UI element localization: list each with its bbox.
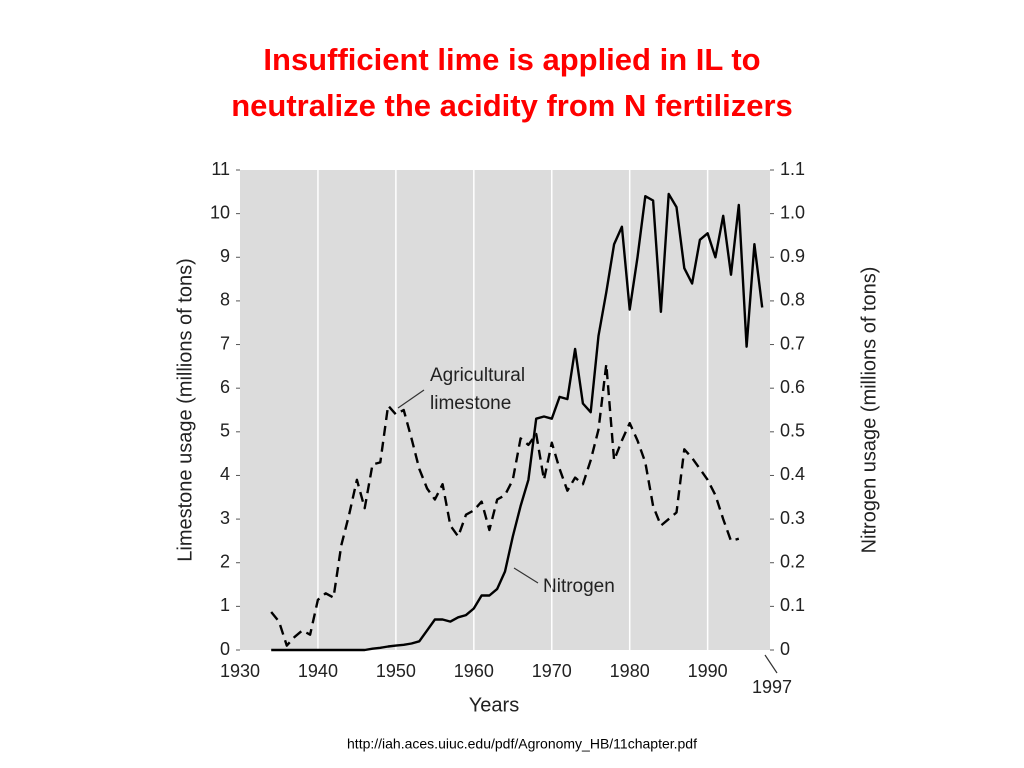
y2-tick-label: 0.4: [780, 464, 805, 484]
x-tick-label: 1960: [454, 661, 494, 681]
y-tick-label: 5: [220, 421, 230, 441]
title-line: neutralize the acidity from N fertilizer…: [231, 88, 793, 123]
y2-tick-label: 0.5: [780, 421, 805, 441]
y-tick-label: 8: [220, 290, 230, 310]
y-tick-label: 7: [220, 333, 230, 353]
y-tick-label: 4: [220, 464, 230, 484]
y-tick-label: 3: [220, 508, 230, 528]
y2-tick-label: 0.8: [780, 290, 805, 310]
y-axis-label: Limestone usage (millions of tons): [174, 258, 196, 561]
x-tick-label: 1970: [532, 661, 572, 681]
leader-line: [764, 654, 778, 674]
annotation: 1997: [752, 677, 792, 697]
y-tick-label: 2: [220, 551, 230, 571]
y-tick-label: 9: [220, 246, 230, 266]
annotation: Agricultural: [430, 365, 525, 386]
x-tick-label: 1990: [688, 661, 728, 681]
source: http://iah.aces.uiuc.edu/pdf/Agronomy_HB…: [347, 736, 697, 752]
x-tick-label: 1950: [376, 661, 416, 681]
y-tick-label: 1: [220, 595, 230, 615]
x-tick-label: 1980: [610, 661, 650, 681]
y2-tick-label: 0.9: [780, 246, 805, 266]
x-tick-label: 1930: [220, 661, 260, 681]
y2-tick-label: 0.7: [780, 333, 805, 353]
y2-tick-label: 0.1: [780, 595, 805, 615]
x-tick-label: 1940: [298, 661, 338, 681]
y2-tick-label: 0.6: [780, 377, 805, 397]
annotation: Nitrogen: [543, 576, 615, 597]
annotation: limestone: [430, 393, 511, 414]
y-tick-label: 0: [220, 639, 230, 659]
x-axis-label: Years: [469, 694, 519, 716]
y2-axis-label: Nitrogen usage (millions of tons): [858, 267, 880, 554]
y-tick-label: 6: [220, 377, 230, 397]
y2-tick-label: 0: [780, 639, 790, 659]
y2-tick-label: 0.2: [780, 551, 805, 571]
series-line: [271, 192, 764, 652]
y2-tick-label: 1.1: [780, 159, 805, 179]
y-tick-label: 10: [210, 202, 230, 222]
leader-line: [397, 389, 425, 409]
leader-line: [513, 567, 539, 584]
y2-tick-label: 1.0: [780, 202, 805, 222]
title-line: Insufficient lime is applied in IL to: [263, 42, 760, 77]
y2-tick-label: 0.3: [780, 508, 805, 528]
y-tick-label: 11: [211, 159, 230, 179]
